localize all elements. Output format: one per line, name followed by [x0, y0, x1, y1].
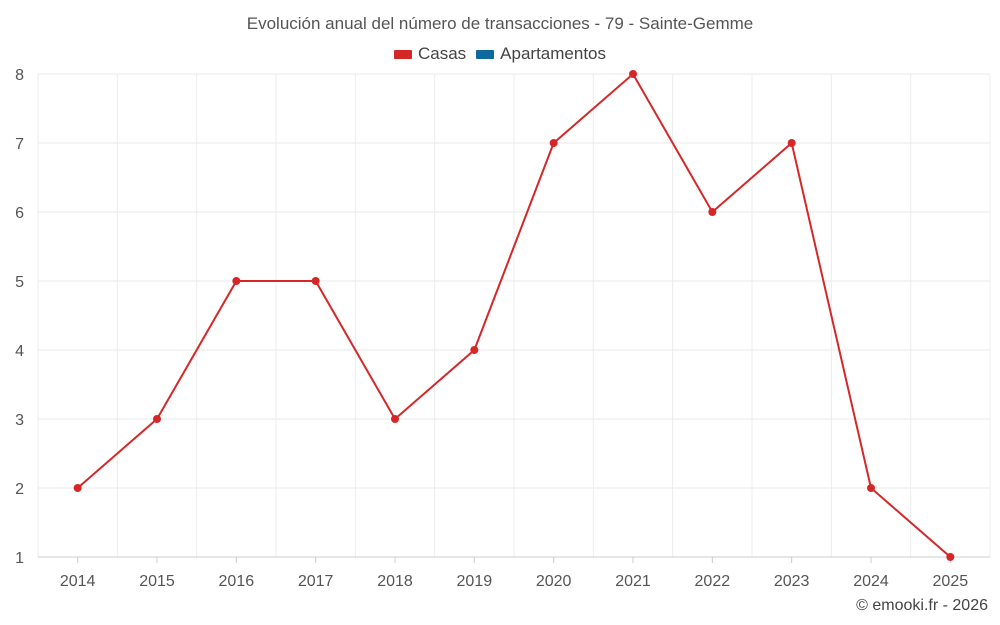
y-tick-label: 4 — [15, 343, 24, 360]
x-tick-label: 2019 — [457, 573, 493, 590]
legend-label-apartamentos: Apartamentos — [500, 44, 607, 63]
data-point-casas — [629, 70, 637, 78]
watermark: © emooki.fr - 2026 — [856, 597, 988, 614]
x-tick-label: 2016 — [219, 573, 255, 590]
x-tick-label: 2014 — [60, 573, 96, 590]
data-point-casas — [232, 277, 241, 285]
data-point-casas — [708, 208, 717, 216]
y-tick-label: 2 — [15, 481, 24, 498]
data-point-casas — [73, 484, 82, 492]
y-tick-label: 8 — [15, 67, 24, 84]
x-tick-label: 2018 — [377, 573, 413, 590]
x-tick-label: 2023 — [774, 573, 810, 590]
data-point-casas — [391, 415, 399, 423]
y-tick-label: 1 — [15, 550, 24, 567]
y-tick-label: 3 — [15, 412, 24, 429]
data-point-casas — [153, 415, 161, 423]
x-tick-label: 2025 — [933, 573, 969, 590]
legend-item-apartamentos[interactable]: Apartamentos — [476, 44, 606, 64]
data-point-casas — [787, 139, 796, 147]
legend-swatch-apartamentos — [476, 49, 495, 59]
x-tick-label: 2021 — [615, 573, 651, 590]
data-point-casas — [867, 484, 875, 492]
data-point-casas — [946, 553, 955, 561]
legend-item-casas[interactable]: Casas — [393, 44, 467, 64]
x-tick-label: 2022 — [695, 573, 731, 590]
data-point-casas — [470, 346, 479, 354]
y-tick-label: 7 — [15, 136, 24, 153]
chart-legend: Casas Apartamentos — [0, 44, 1000, 64]
data-point-casas — [311, 277, 320, 285]
x-tick-label: 2017 — [298, 573, 334, 590]
legend-swatch-casas — [393, 49, 412, 59]
y-tick-label: 6 — [15, 205, 24, 222]
x-tick-label: 2024 — [853, 573, 889, 590]
x-tick-label: 2015 — [139, 573, 175, 590]
y-tick-label: 5 — [15, 274, 24, 291]
legend-label-casas: Casas — [417, 44, 467, 63]
x-tick-label: 2020 — [536, 573, 572, 590]
data-point-casas — [549, 139, 558, 147]
chart-title: Evolución anual del número de transaccio… — [246, 14, 754, 33]
series-line-casas — [77, 72, 951, 558]
